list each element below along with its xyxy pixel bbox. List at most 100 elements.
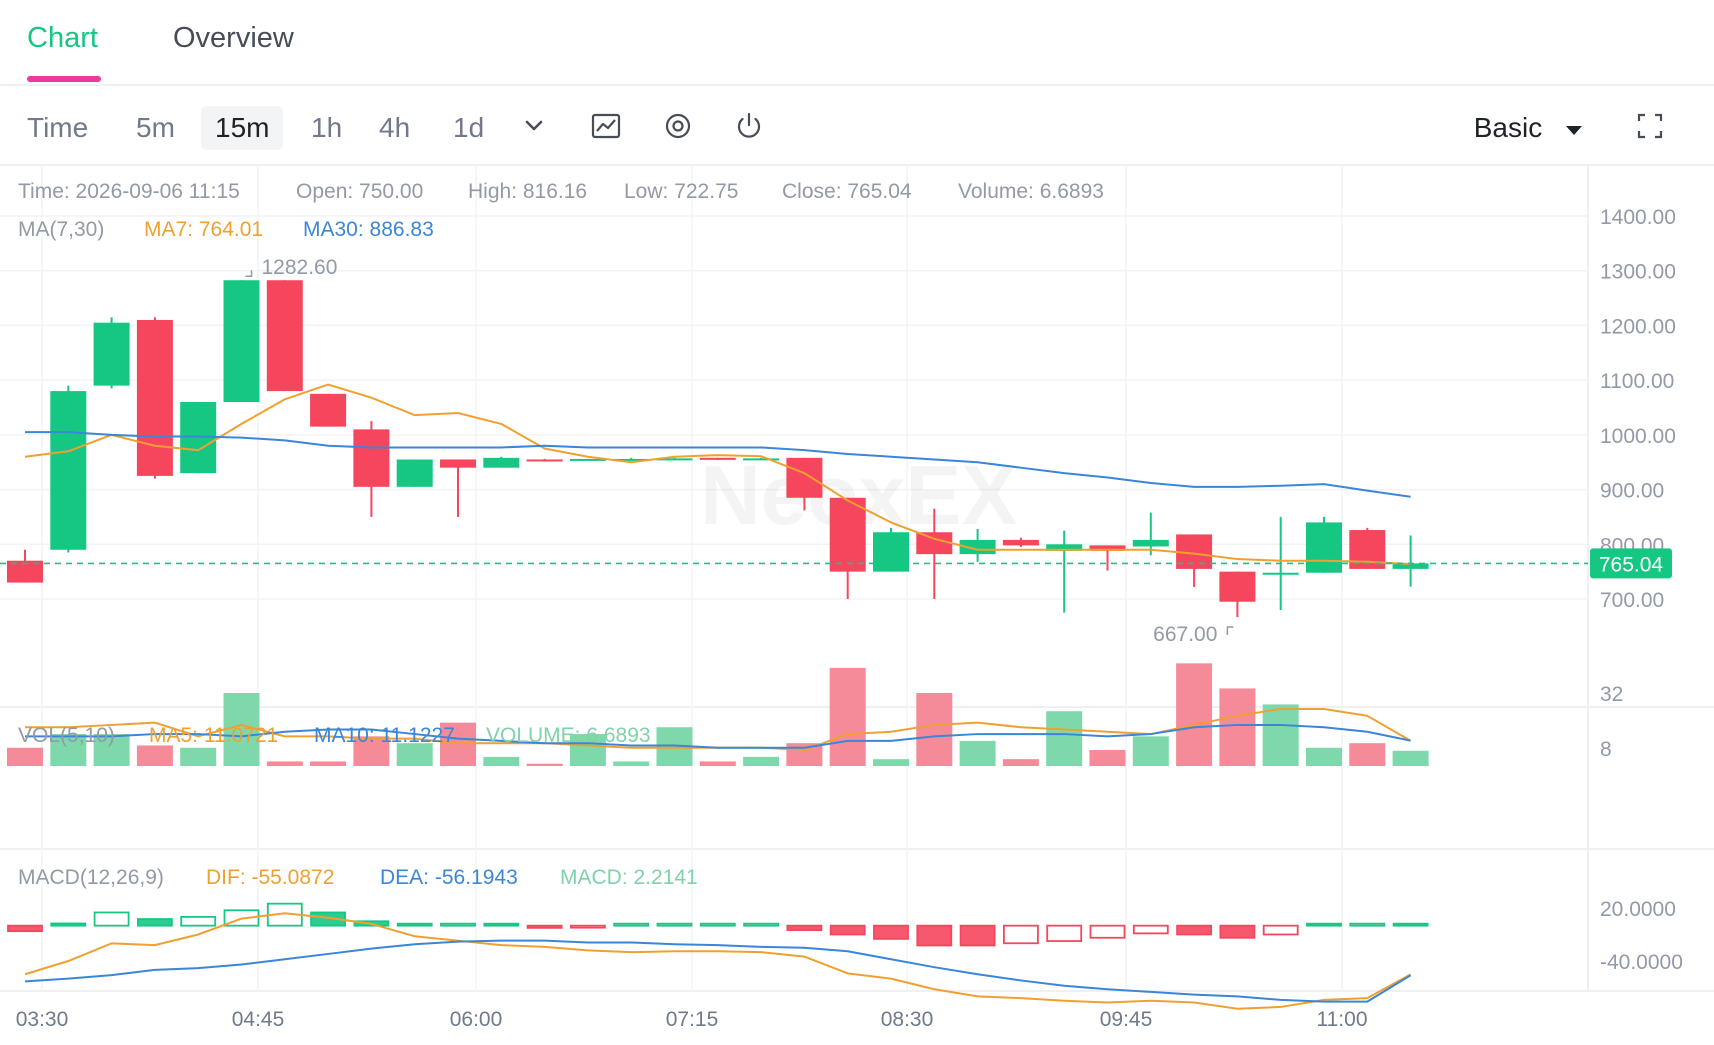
price-tick-label: 1000.00 [1600,425,1676,448]
candle-body [310,393,347,427]
candlestick-series [7,280,1429,618]
vol-ma10-line [25,723,1411,749]
volume-bar [873,759,909,766]
candle-body [1306,522,1342,573]
candle-body [483,457,520,468]
volume-tick-label: 32 [1600,683,1623,706]
candle-body [1046,544,1083,551]
volume-bar [569,734,606,766]
time-tick-label: 04:45 [232,1008,285,1031]
macd-histogram-bar [1176,924,1212,936]
price-axis: 1400.00 1300.00 1200.00 1100.00 1000.00 900.0… [1600,206,1676,612]
dif-value: DIF: -55.0872 [206,866,334,889]
candle-body [526,459,563,462]
volume-bar [266,761,303,766]
chevron-down-icon[interactable] [516,108,552,144]
volume-tick-label: 8 [1600,738,1612,761]
candle-body [916,532,953,555]
timeframe-15m[interactable]: 15m [201,106,284,150]
macd-histogram-bar [483,922,520,927]
macd-label: MACD(12,26,9) [18,866,164,889]
info-low: Low: 722.75 [624,180,738,203]
volume-bar [1046,711,1083,766]
ma-legend: MA(7,30) MA7: 764.01 MA30: 886.83 [18,218,434,241]
line-chart-icon[interactable] [588,108,624,144]
price-tick-label: 700.00 [1600,589,1664,612]
tab-overview[interactable]: Overview [173,22,294,54]
high-marker-arrow [245,270,253,277]
volume-bar [310,761,347,766]
last-price-tag [1590,548,1672,579]
macd-histogram-bar [223,909,260,927]
macd-histogram-bar [526,924,563,929]
candle-body [656,458,693,461]
macd-histogram-bar [959,924,996,947]
volume-bar [7,747,43,766]
trading-chart[interactable]: NeoxEX 1400.00 1300.00 1200.00 1100.00 1000.… [0,164,1714,1040]
active-tab-indicator [27,76,101,82]
view-mode-select[interactable]: Basic [1474,106,1584,150]
dif-line [24,912,1412,1010]
candle-body [699,457,736,460]
volume-bar [829,667,866,766]
macd-histogram-bar [1306,922,1342,927]
last-price-label: 765.04 [1599,553,1664,576]
vol-current-value: VOLUME: 6.6893 [486,724,651,747]
timeframe-5m[interactable]: 5m [136,112,175,143]
power-icon[interactable] [731,108,767,144]
info-open: Open: 750.00 [296,180,423,203]
volume-bar [1002,759,1039,766]
candle-body [569,458,606,461]
macd-legend: MACD(12,26,9) DIF: -55.0872 DEA: -56.194… [18,866,698,889]
candle-body [829,497,866,572]
candle-body [1262,572,1299,575]
macd-histogram-bar [656,922,693,927]
macd-axis: 20.0000 -40.0000 [1600,898,1683,974]
candle-body [873,532,909,572]
candle-body [743,458,780,461]
volume-bar [50,734,87,766]
candle-body [440,459,476,468]
candle-body [786,457,823,498]
candle-body [93,322,130,386]
vol-ma5-value: MA5: 11.0721 [149,724,278,747]
macd-histogram-bar [1132,924,1169,935]
volume-bar [959,740,996,766]
time-tick-label: 06:00 [450,1008,503,1031]
macd-histogram-bar [440,922,476,927]
candle-body [353,429,390,487]
target-icon[interactable] [660,108,696,144]
macd-histogram-bar [570,924,606,929]
volume-bar [136,745,173,766]
dea-value: DEA: -56.1943 [380,866,518,889]
macd-histogram-bar [613,922,650,927]
volume-bar [440,722,476,766]
macd-histogram-bar [1046,924,1083,942]
macd-histogram-bar [1089,924,1126,939]
fullscreen-icon[interactable] [1632,108,1668,144]
candle-body [266,280,303,392]
volume-bar [1176,663,1213,766]
macd-histogram-bar [1392,922,1429,927]
timeframe-1h[interactable]: 1h [311,112,343,143]
macd-histogram-bar [396,922,433,927]
time-tick-label: 07:15 [666,1008,719,1031]
high-marker-label: 1282.60 [262,256,338,279]
volume-bar [396,743,433,766]
macd-histogram-bar [1349,922,1386,927]
volume-bar [613,761,650,766]
candle-body [136,319,173,476]
macd-histogram-bar [50,922,87,927]
ma-label: MA(7,30) [18,218,104,241]
low-marker-arrow [1226,626,1234,636]
volume-bar [1132,736,1169,766]
volume-series [7,663,1429,766]
timeframe-1d[interactable]: 1d [453,112,485,143]
timeframe-time[interactable]: Time [27,112,89,143]
volume-axis: 32 8 [1600,683,1623,761]
tab-chart[interactable]: Chart [27,22,98,54]
chart-canvas[interactable]: NeoxEX 1400.001300.001200.001100.001000.… [0,164,1714,1040]
chart-toolbar: Time 5m 15m 1h 4h 1d Basic [0,86,1714,166]
timeframe-4h[interactable]: 4h [379,112,411,143]
ma7-line [24,383,1411,565]
